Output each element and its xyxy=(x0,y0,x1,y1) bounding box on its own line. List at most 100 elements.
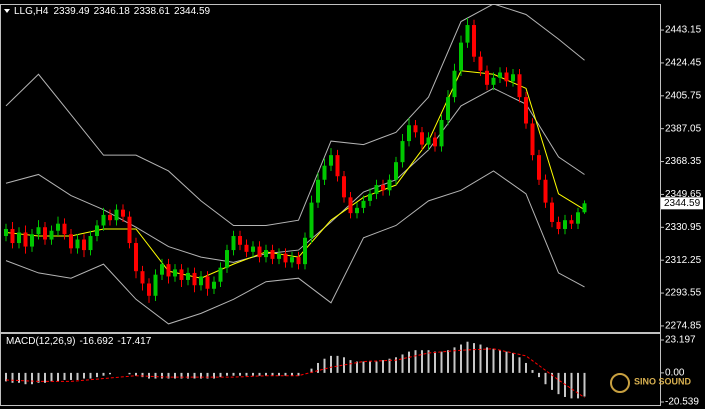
last-close: 2344.59 xyxy=(174,6,211,17)
candle-body xyxy=(569,220,574,224)
signal-line xyxy=(5,348,585,398)
macd-header: MACD(12,26,9) -16.692 -17.417 xyxy=(6,336,152,347)
candle-body xyxy=(413,125,418,133)
candle-body xyxy=(426,137,431,145)
watermark: SINO SOUND xyxy=(610,373,692,393)
candle-body xyxy=(108,214,112,221)
candle-body xyxy=(160,264,164,275)
candle-body xyxy=(264,250,268,258)
macd-panel-border xyxy=(0,333,661,406)
last-low: 2338.61 xyxy=(134,6,171,17)
candle-body xyxy=(88,236,93,251)
macd-last: -16.692 xyxy=(79,336,113,347)
candle-body xyxy=(69,234,73,249)
candle-body xyxy=(192,272,197,286)
candle-body xyxy=(543,179,548,203)
candle-body xyxy=(218,267,223,282)
candle-body xyxy=(225,250,229,268)
current-price-box xyxy=(661,197,703,210)
candle-body xyxy=(231,236,236,251)
y-tick-label: 2443.15 xyxy=(665,25,702,36)
candle-body xyxy=(296,257,301,265)
logo xyxy=(610,373,630,393)
candle-body xyxy=(4,228,8,237)
candle-body xyxy=(576,212,580,224)
y-tick-label: 2349.65 xyxy=(665,189,702,200)
symbol: LLG,H4 xyxy=(14,6,49,17)
last-high: 2346.18 xyxy=(94,6,131,17)
candle-body xyxy=(387,179,392,191)
candle-body xyxy=(212,281,216,289)
candle-body xyxy=(446,97,450,120)
candle-body xyxy=(82,239,86,251)
candle-body xyxy=(491,77,496,85)
candle-body xyxy=(420,132,424,145)
candle-body xyxy=(95,225,99,237)
candle-body xyxy=(309,202,314,238)
candle-body xyxy=(114,209,119,221)
y-tick-label: 2405.75 xyxy=(665,90,702,101)
candle-body xyxy=(238,236,242,245)
candle-body xyxy=(550,202,554,222)
y-tick-label: 2274.85 xyxy=(665,321,702,332)
candle-body xyxy=(407,125,411,142)
candle-body xyxy=(244,244,249,252)
candle-body xyxy=(101,214,106,226)
candle-body xyxy=(283,253,288,263)
candle-body xyxy=(134,243,138,272)
candle-body xyxy=(368,193,372,201)
y-tick-label: 2330.95 xyxy=(665,222,702,233)
candle-body xyxy=(563,220,567,229)
candle-body xyxy=(498,72,502,78)
macd-title: MACD(12,26,9) xyxy=(6,336,75,347)
candle-body xyxy=(303,237,307,265)
candle-body xyxy=(361,200,366,208)
y-tick-label: 2293.55 xyxy=(665,288,702,299)
candle-body xyxy=(127,216,132,244)
y-tick-label: 2368.35 xyxy=(665,156,702,167)
candle-body xyxy=(121,209,125,217)
candle-body xyxy=(485,70,489,85)
candle-body xyxy=(186,272,190,280)
indicator-line xyxy=(5,170,585,325)
last-open: 2339.49 xyxy=(53,6,90,17)
candle-body xyxy=(251,246,255,252)
candle-body xyxy=(381,185,385,191)
candle-body xyxy=(478,56,483,71)
indicator-line xyxy=(5,87,585,263)
candle-body xyxy=(17,232,21,244)
candle-body xyxy=(36,227,41,235)
candle-body xyxy=(465,25,470,43)
candle-body xyxy=(582,203,587,213)
candle-body xyxy=(517,74,522,98)
candle-body xyxy=(530,123,535,156)
y-tick-label: 23.197 xyxy=(665,335,696,346)
candle-body xyxy=(43,227,47,240)
candle-body xyxy=(439,119,444,147)
candle-body xyxy=(205,276,210,289)
plot xyxy=(4,5,587,325)
candle-body xyxy=(400,141,405,163)
y-tick-label: 0.00 xyxy=(665,368,685,379)
candle-body xyxy=(329,155,333,166)
y-tick-label: -20.539 xyxy=(665,397,699,408)
candle-body xyxy=(56,223,60,231)
signal-last: -17.417 xyxy=(117,336,151,347)
candle-body xyxy=(257,246,262,258)
y-tick-label: 2312.25 xyxy=(665,255,702,266)
candle-body xyxy=(511,74,515,82)
candle-body xyxy=(10,228,15,244)
candle-body xyxy=(504,72,509,82)
y-tick-label: 2387.05 xyxy=(665,123,702,134)
y-tick-label: 2424.45 xyxy=(665,58,702,69)
candle-body xyxy=(316,179,320,203)
price-header: LLG,H4 2339.49 2346.18 2338.61 2344.59 xyxy=(14,6,211,17)
candle-body xyxy=(49,230,54,240)
candle-body xyxy=(75,239,80,249)
candle-body xyxy=(556,221,561,229)
candle-body xyxy=(394,162,398,180)
candle-body xyxy=(472,25,476,57)
candle-body xyxy=(374,185,379,194)
indicator-line xyxy=(5,5,585,226)
